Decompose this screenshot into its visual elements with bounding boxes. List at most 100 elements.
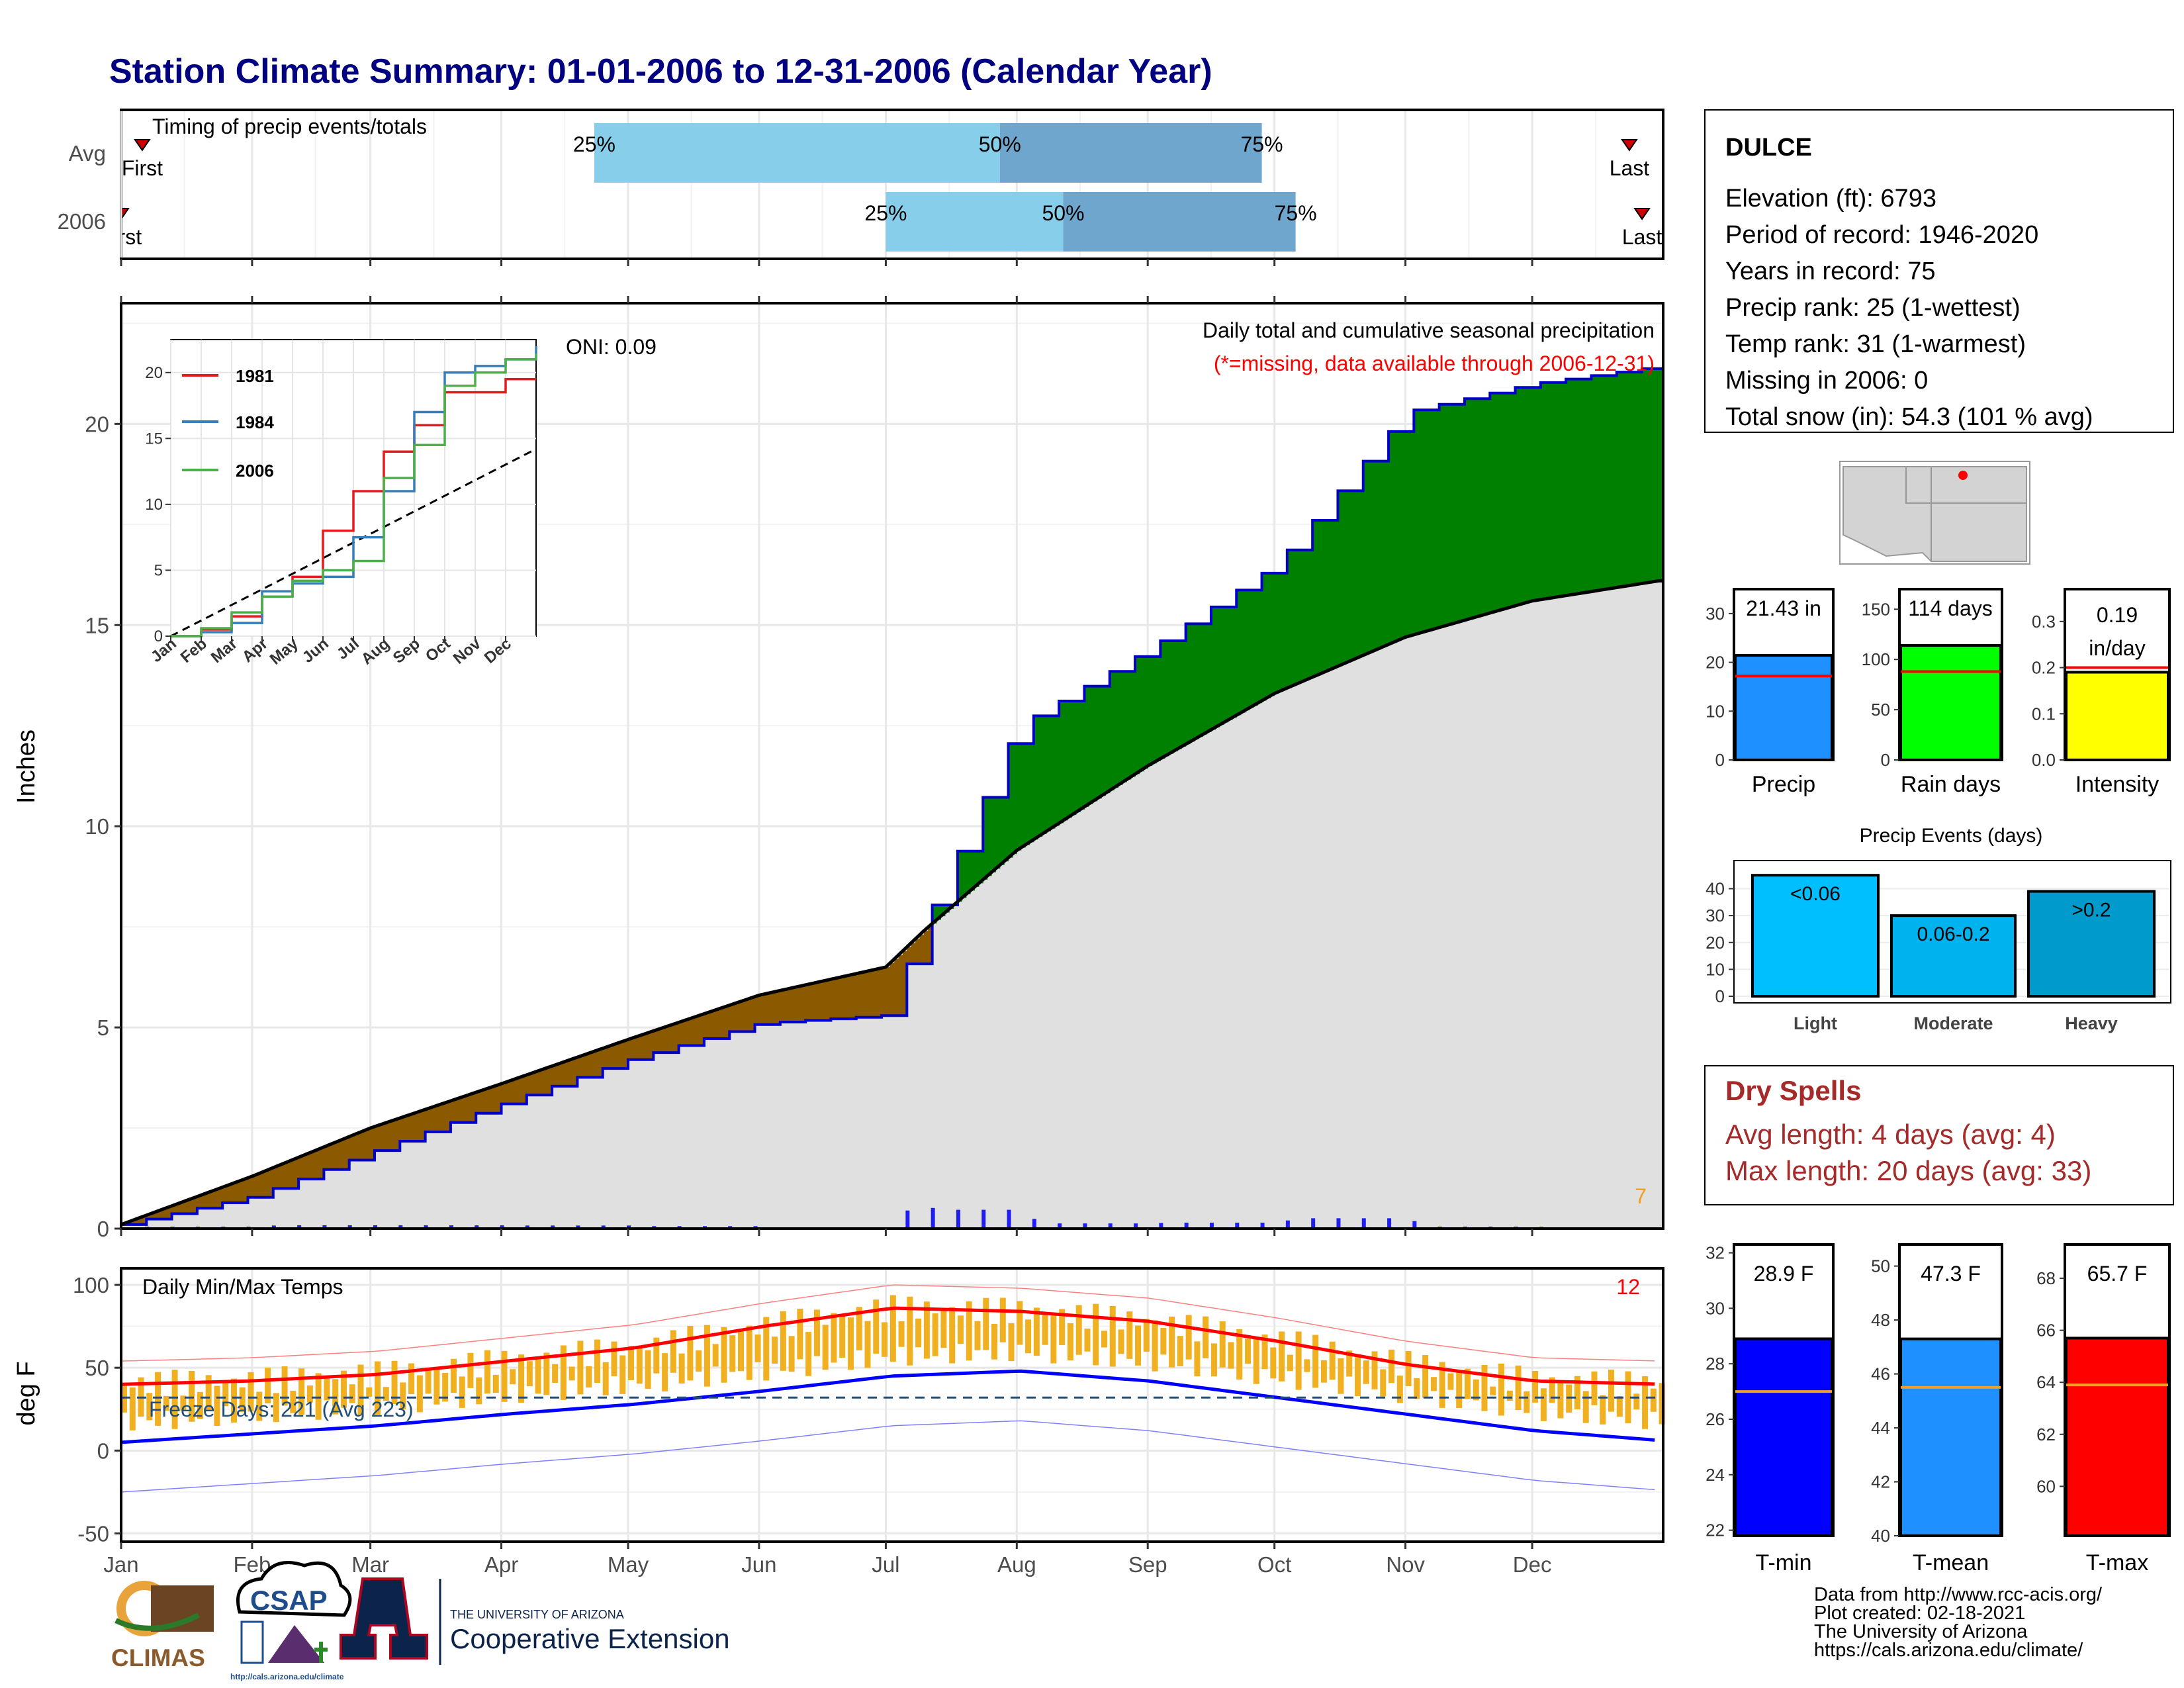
- daily-temp-bar: [1582, 1391, 1589, 1423]
- below-average-fill: [353, 1135, 359, 1160]
- daily-temp-bar: [1498, 1363, 1505, 1416]
- climas-logo: CLIMAS: [111, 1581, 214, 1671]
- above-average-fill: [1451, 404, 1457, 624]
- temp-summary-y-tick-label: 68: [2036, 1268, 2056, 1288]
- below-average-fill: [416, 1112, 422, 1142]
- events-y-tick-label: 10: [1706, 959, 1725, 979]
- below-average-fill: [886, 966, 891, 1016]
- ua-line-1: THE UNIVERSITY OF ARIZONA: [450, 1608, 624, 1621]
- precip-panel-subtitle: (*=missing, data available through 2006-…: [1214, 352, 1655, 375]
- above-average-fill: [983, 797, 988, 880]
- annual-totals-charts: 0 10 20 30 Precip 0 50 100 150 Rain days 0.0 0.1 0.2…: [1706, 588, 2171, 797]
- above-average-fill: [1498, 393, 1504, 611]
- year-cumulative-line: [121, 367, 1663, 1226]
- above-average-fill: [1401, 431, 1406, 639]
- above-average-fill: [1405, 431, 1410, 637]
- daily-temp-bar: [1177, 1336, 1183, 1366]
- below-average-fill: [615, 1044, 620, 1069]
- below-average-fill: [463, 1096, 469, 1123]
- below-average-fill: [784, 989, 790, 1022]
- daily-precip-bar: [956, 1209, 960, 1229]
- above-average-fill: [1469, 399, 1474, 620]
- daily-temp-bar: [1430, 1377, 1437, 1391]
- below-average-fill: [239, 1181, 244, 1203]
- above-average-fill: [978, 851, 983, 884]
- above-average-fill: [1549, 382, 1554, 598]
- below-average-fill: [514, 1079, 519, 1104]
- below-average-fill: [535, 1072, 540, 1096]
- first-event-marker: [134, 139, 151, 152]
- daily-precip-bar: [398, 1225, 403, 1229]
- above-average-fill: [1439, 404, 1444, 628]
- precip-y-tick-label: 20: [85, 412, 109, 436]
- daily-temp-bar: [628, 1346, 635, 1380]
- event-bar: [1751, 874, 1880, 998]
- above-average-fill: [1224, 606, 1229, 723]
- event-bar-label: 0.06-0.2: [1917, 923, 1989, 945]
- above-average-fill: [1587, 379, 1592, 592]
- above-average-fill: [1464, 399, 1469, 620]
- temp-summary-y-tick-label: 26: [1706, 1409, 1725, 1429]
- below-average-fill: [738, 1002, 743, 1032]
- dry-spells-box: Dry Spells Avg length: 4 days (avg: 4) M…: [1704, 1065, 2174, 1205]
- daily-precip-bar: [1083, 1223, 1087, 1229]
- daily-precip-bar: [1184, 1223, 1189, 1229]
- above-average-fill: [957, 851, 962, 902]
- above-average-fill: [1359, 491, 1364, 657]
- timing-p25-label: 25%: [573, 132, 615, 156]
- last-event-label: Last: [1610, 156, 1650, 180]
- daily-temp-bar: [543, 1352, 550, 1395]
- above-average-fill: [1502, 393, 1508, 610]
- temp-summary-charts: 22 24 26 28 30 32 28.9 F T-min 40 42 44 46 48 50 47.3 …: [1706, 1243, 2171, 1575]
- above-average-fill: [1059, 700, 1064, 823]
- temp-summary-y-tick-label: 24: [1706, 1465, 1725, 1485]
- below-average-fill: [547, 1067, 553, 1096]
- above-average-fill: [1097, 686, 1102, 799]
- above-average-fill: [1392, 431, 1398, 643]
- above-average-fill: [1320, 520, 1326, 674]
- above-average-fill: [1650, 368, 1655, 583]
- above-average-fill: [1367, 461, 1373, 654]
- above-average-fill: [1511, 393, 1516, 607]
- footer-line-source: Data from http://www.rcc-acis.org/: [1814, 1584, 2103, 1605]
- below-average-fill: [776, 991, 781, 1025]
- above-average-fill: [1283, 573, 1288, 690]
- below-average-fill: [425, 1109, 430, 1132]
- daily-temp-bar: [1245, 1338, 1251, 1364]
- above-average-fill: [1194, 624, 1199, 739]
- daily-temp-bar: [1118, 1329, 1124, 1354]
- below-average-fill: [657, 1029, 662, 1053]
- above-average-fill: [1506, 393, 1512, 608]
- below-average-fill: [349, 1137, 354, 1160]
- avg-tmax-line: [120, 1306, 1655, 1386]
- above-average-fill: [1621, 372, 1626, 587]
- above-average-fill: [1342, 491, 1347, 665]
- below-average-fill: [598, 1049, 604, 1078]
- daily-temp-bar: [526, 1361, 533, 1387]
- daily-temp-bar: [923, 1301, 930, 1359]
- above-average-fill: [1494, 393, 1499, 612]
- below-average-fill: [336, 1141, 341, 1170]
- below-average-fill: [446, 1102, 451, 1132]
- daily-temp-bar: [1017, 1301, 1023, 1345]
- below-average-fill: [395, 1119, 400, 1151]
- above-average-fill: [1173, 640, 1178, 752]
- below-average-fill: [476, 1092, 481, 1113]
- below-average-fill: [492, 1086, 498, 1113]
- below-average-fill: [831, 979, 836, 1019]
- above-average-fill: [1291, 549, 1297, 686]
- footer-line-university: The University of Arizona: [1814, 1621, 2028, 1642]
- below-average-fill: [700, 1015, 705, 1046]
- daily-temp-bar: [619, 1355, 626, 1394]
- daily-temp-bar: [1067, 1323, 1073, 1361]
- above-average-fill: [1126, 671, 1132, 780]
- dry-spells-max: Max length: 20 days (avg: 33): [1725, 1155, 2091, 1186]
- above-average-fill: [1388, 431, 1394, 645]
- precip-y-tick-label: 15: [85, 613, 109, 637]
- daily-temp-bar: [1194, 1341, 1201, 1377]
- record-low-line: [120, 1420, 1655, 1493]
- above-average-fill: [1206, 624, 1212, 732]
- below-average-fill: [632, 1038, 637, 1060]
- below-average-fill: [184, 1201, 189, 1214]
